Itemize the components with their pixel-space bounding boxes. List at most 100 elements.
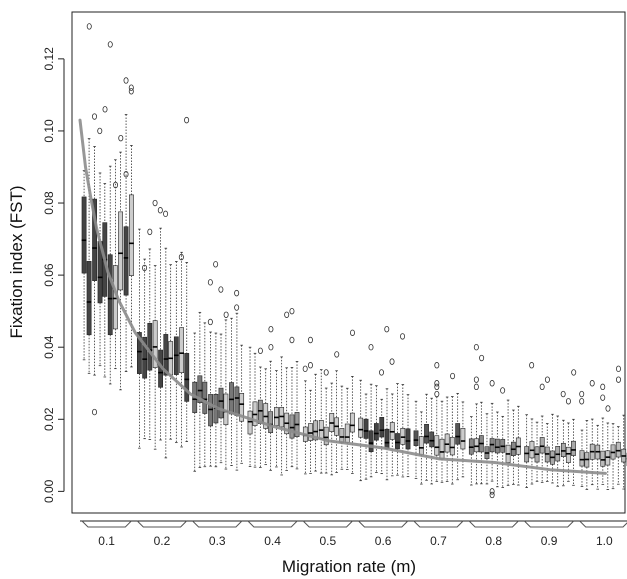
box-iqr bbox=[147, 322, 153, 371]
box-plot bbox=[358, 379, 364, 482]
box-plot bbox=[605, 422, 611, 490]
box-plot bbox=[494, 411, 500, 488]
outlier-point bbox=[123, 77, 129, 84]
x-group-bracket bbox=[247, 520, 298, 528]
box-iqr bbox=[449, 437, 455, 456]
box-iqr bbox=[395, 433, 400, 450]
x-group-bracket bbox=[302, 520, 353, 528]
outlier-point bbox=[92, 408, 98, 416]
box-plot bbox=[615, 426, 621, 485]
box-plot bbox=[524, 414, 530, 488]
box-plot bbox=[439, 400, 445, 483]
x-tick-label: 0.1 bbox=[98, 534, 115, 548]
box-plot bbox=[279, 356, 285, 476]
box-plot bbox=[173, 261, 179, 444]
box-plot bbox=[213, 332, 219, 468]
box-iqr bbox=[289, 414, 295, 439]
box-plot bbox=[334, 370, 339, 473]
box-iqr bbox=[565, 446, 571, 463]
outlier-point bbox=[589, 380, 595, 387]
y-tick-label: 0.04 bbox=[42, 335, 56, 359]
box-plot bbox=[234, 312, 240, 471]
box-iqr bbox=[444, 433, 450, 453]
box-plot bbox=[123, 114, 129, 372]
box-plot bbox=[163, 247, 169, 459]
outlier-point bbox=[605, 405, 611, 412]
box-iqr bbox=[229, 382, 234, 415]
outlier-point bbox=[539, 383, 545, 391]
box-iqr bbox=[560, 442, 566, 457]
box-plot bbox=[544, 423, 550, 482]
box-plot bbox=[274, 370, 279, 468]
box-plot bbox=[373, 385, 379, 473]
outlier-point bbox=[615, 376, 621, 383]
box-plot bbox=[218, 333, 224, 464]
box-iqr bbox=[368, 430, 374, 453]
x-tick-label: 0.2 bbox=[154, 534, 171, 548]
box-plot bbox=[418, 411, 424, 485]
outlier-point bbox=[207, 279, 213, 286]
box-iqr bbox=[615, 441, 621, 458]
box-plot bbox=[349, 376, 355, 474]
box-plot bbox=[400, 384, 406, 478]
outlier-point bbox=[323, 369, 329, 376]
box-iqr bbox=[197, 375, 203, 403]
x-group-bracket bbox=[136, 520, 187, 528]
box-iqr bbox=[344, 423, 350, 443]
x-tick-label: 0.7 bbox=[430, 534, 447, 548]
x-tick-label: 1.0 bbox=[596, 534, 613, 548]
x-tick-label: 0.3 bbox=[209, 534, 226, 548]
box-iqr bbox=[384, 428, 390, 449]
outlier-point bbox=[434, 390, 440, 398]
box-iqr bbox=[107, 254, 113, 336]
box-plot bbox=[515, 405, 521, 486]
box-iqr bbox=[163, 334, 169, 376]
box-plot bbox=[510, 409, 516, 485]
x-tick-label: 0.5 bbox=[320, 534, 337, 548]
box-iqr bbox=[123, 226, 129, 296]
box-iqr bbox=[358, 417, 364, 438]
y-tick-label: 0.12 bbox=[42, 47, 56, 71]
outlier-point bbox=[473, 376, 479, 383]
box-iqr bbox=[418, 436, 424, 456]
y-axis-title: Fixation index (FST) bbox=[7, 185, 26, 338]
box-iqr bbox=[424, 424, 429, 444]
box-iqr bbox=[460, 428, 466, 450]
box-plot bbox=[500, 415, 506, 488]
box-plot bbox=[257, 366, 263, 468]
box-plot bbox=[455, 392, 461, 481]
box-plot bbox=[460, 401, 466, 478]
box-iqr bbox=[142, 336, 148, 379]
box-iqr bbox=[474, 438, 479, 453]
box-plot bbox=[302, 380, 308, 475]
box-iqr bbox=[349, 412, 355, 433]
box-plot bbox=[192, 332, 198, 472]
box-plot bbox=[112, 159, 118, 370]
box-plot bbox=[223, 319, 229, 470]
box-plot bbox=[142, 258, 148, 440]
outlier-point bbox=[307, 336, 313, 344]
outlier-point bbox=[218, 286, 224, 293]
box-plot bbox=[384, 388, 390, 481]
box-plot bbox=[308, 389, 313, 474]
box-plot bbox=[284, 367, 290, 471]
box-iqr bbox=[363, 418, 369, 439]
x-axis: 0.1 0.2 0.3 0.4 0.5 0.6 0.7 0.8 0.9 1.0 bbox=[80, 520, 627, 548]
box-plot bbox=[550, 413, 555, 484]
outlier-point bbox=[479, 354, 485, 362]
outlier-point bbox=[434, 362, 440, 369]
box-iqr bbox=[274, 407, 279, 426]
outlier-point bbox=[157, 207, 163, 214]
x-tick-label: 0.6 bbox=[375, 534, 392, 548]
outlier-point bbox=[489, 491, 495, 499]
outlier-point bbox=[434, 380, 440, 387]
box-iqr bbox=[202, 381, 208, 414]
box-iqr bbox=[405, 428, 411, 450]
box-plot bbox=[339, 385, 345, 470]
box-iqr bbox=[455, 423, 461, 445]
outlier-point bbox=[571, 369, 577, 376]
box-iqr bbox=[439, 438, 445, 460]
outlier-point bbox=[289, 307, 295, 315]
box-iqr bbox=[234, 386, 240, 416]
